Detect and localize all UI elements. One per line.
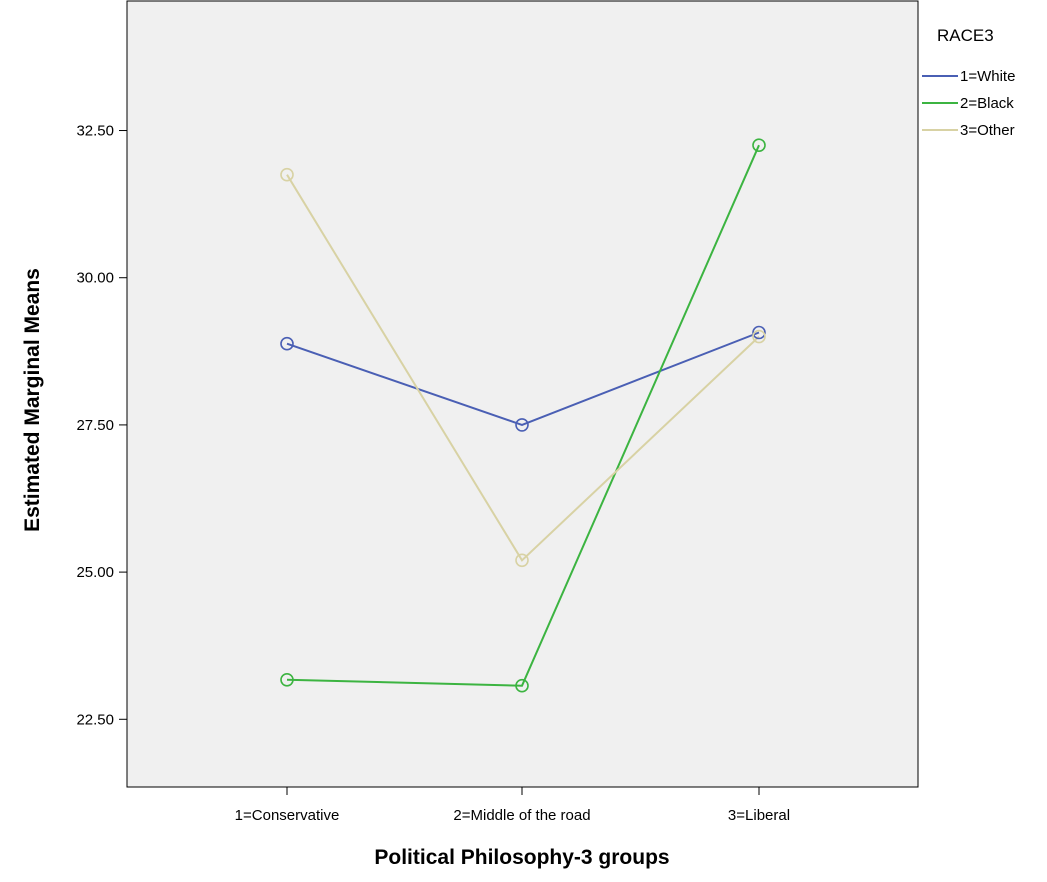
x-tick-label: 1=Conservative (235, 807, 340, 824)
data-point (280, 167, 294, 182)
legend: RACE3 1=White 2=Black 3=Other (922, 26, 1015, 139)
y-tick-label: 25.00 (76, 564, 114, 581)
y-axis-title: Estimated Marginal Means (21, 268, 44, 532)
y-tick-label: 22.50 (76, 711, 114, 728)
legend-items: 1=White 2=Black 3=Other (922, 68, 1015, 139)
x-axis-ticks: 1=Conservative 2=Middle of the road 3=Libe… (235, 787, 790, 824)
x-tick-label: 2=Middle of the road (453, 807, 590, 824)
series-lines (280, 138, 766, 693)
x-axis-title: Political Philosophy-3 groups (374, 846, 669, 869)
series-line-1 (286, 331, 760, 426)
data-point (280, 336, 294, 351)
x-tick-label: 3=Liberal (728, 807, 790, 824)
data-point (752, 325, 766, 340)
series-line-2 (286, 144, 760, 687)
y-tick-label: 27.50 (76, 417, 114, 434)
legend-label: 3=Other (960, 122, 1015, 139)
legend-label: 2=Black (960, 95, 1014, 112)
data-point (515, 678, 529, 693)
data-point (752, 138, 766, 152)
data-point (515, 553, 529, 568)
y-axis-ticks: 22.50 25.00 27.50 30.00 32.50 (76, 123, 127, 728)
legend-title: RACE3 (937, 26, 994, 45)
data-point (752, 329, 766, 344)
plot-area (126, 0, 919, 788)
legend-label: 1=White (960, 68, 1015, 85)
data-point (280, 672, 294, 687)
y-tick-label: 32.50 (76, 123, 114, 140)
data-point (515, 418, 529, 432)
series-line-3 (286, 174, 760, 562)
y-tick-label: 30.00 (76, 270, 114, 287)
